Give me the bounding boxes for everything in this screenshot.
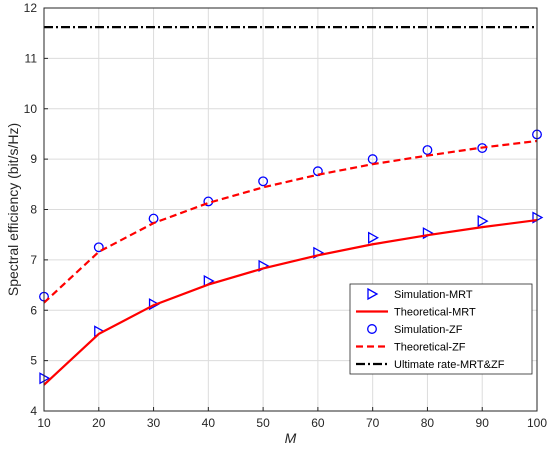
x-axis-label: M	[285, 430, 297, 446]
legend-box	[349, 283, 533, 375]
series-layer	[39, 26, 544, 386]
x-tick-label: 50	[256, 416, 270, 430]
y-tick-label: 12	[24, 1, 38, 15]
legend-marker-simulation-mrt	[367, 287, 379, 301]
legend-label-simulation-mrt: Simulation-MRT	[394, 289, 473, 301]
legend-label-theoretical-zf: Theoretical-ZF	[394, 342, 466, 354]
y-tick-label: 8	[30, 203, 37, 217]
x-tick-label: 40	[202, 416, 216, 430]
data-point-simulation-zf	[258, 176, 269, 187]
legend: Simulation-MRT Theoretical-MRT Simulation-…	[349, 283, 533, 375]
legend-label-theoretical-mrt: Theoretical-MRT	[394, 307, 476, 319]
legend-label-simulation-zf: Simulation-ZF	[394, 324, 463, 336]
y-axis-label: Spectral efficiency (bit/s/Hz)	[5, 123, 21, 296]
series-theoretical-mrt	[43, 218, 538, 386]
data-point-simulation-zf	[422, 145, 433, 156]
data-point-simulation-zf	[93, 242, 104, 253]
data-point-simulation-mrt	[368, 231, 380, 244]
series-simulation-zf	[39, 129, 542, 302]
data-point-simulation-zf	[312, 166, 323, 177]
series-theoretical-zf	[43, 139, 538, 304]
y-tick-label: 11	[25, 51, 38, 65]
y-tick-label: 7	[30, 253, 37, 267]
data-point-simulation-mrt	[477, 214, 489, 228]
x-tick-label: 70	[366, 416, 380, 430]
series-line-theoretical-mrt	[43, 218, 538, 386]
legend-marker-simulation-zf	[367, 324, 377, 334]
x-tick-label: 10	[37, 416, 51, 430]
x-tick-label: 80	[421, 416, 435, 430]
y-tick-label: 10	[24, 102, 38, 116]
y-tick-label: 6	[30, 303, 37, 317]
y-tick-label: 4	[30, 404, 37, 418]
x-tick-label: 90	[476, 416, 490, 430]
legend-label-ultimate-rate-mrt-zf: Ultimate rate-MRT&ZF	[394, 359, 505, 371]
y-tick-label: 9	[30, 152, 37, 166]
x-tick-label: 30	[147, 416, 161, 430]
x-tick-label: 60	[311, 416, 325, 430]
axis-ticks: 10 20 30 40 50 60 70 80 90 100 4 5 6 7 8 9 10 11 12	[24, 1, 548, 430]
x-tick-label: 20	[92, 416, 106, 430]
y-tick-label: 5	[30, 354, 37, 368]
data-point-simulation-mrt	[148, 298, 160, 311]
series-line-theoretical-zf	[43, 139, 538, 304]
x-tick-label: 100	[527, 416, 547, 430]
